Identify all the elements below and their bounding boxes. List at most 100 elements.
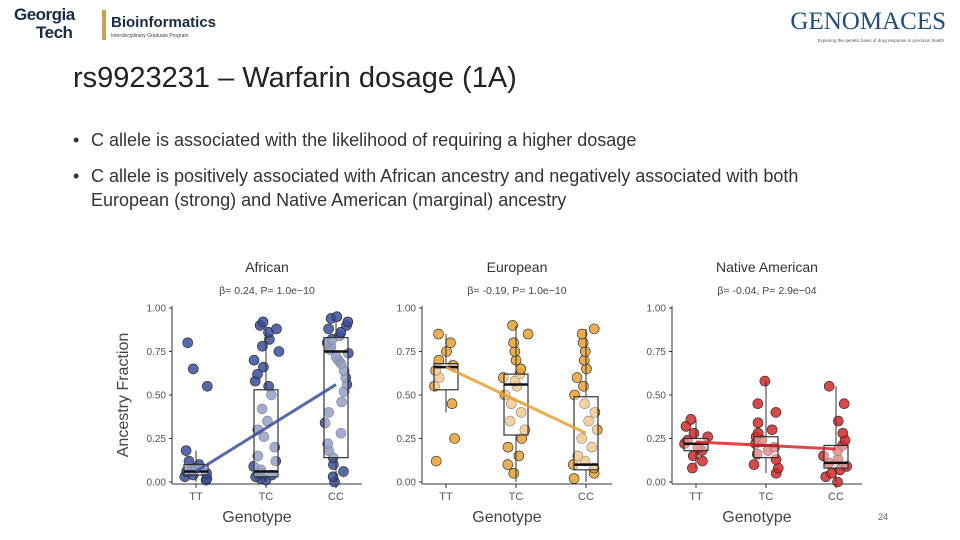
data-point [183,455,195,467]
trend-line [445,365,587,435]
trend-line [695,440,837,451]
x-tick-label: CC [828,491,844,503]
y-tick-label: 0.50 [147,391,167,402]
x-axis-label: Genotype [222,509,291,526]
x-tick-label: CC [328,491,344,503]
data-point [588,323,600,335]
data-point [571,372,583,383]
data-point [586,441,598,453]
bullet-item: • C allele is positively associated with… [73,164,873,212]
data-point [187,363,199,375]
y-tick-label: 0.25 [397,434,417,445]
logo-line-1: Georgia [14,5,75,24]
data-point [508,337,519,349]
data-point [752,427,764,439]
data-point [578,381,589,392]
data-point [441,346,452,357]
data-point [342,316,354,328]
data-point [433,354,445,366]
data-point [331,311,343,322]
data-point [338,466,349,477]
data-point [446,398,458,409]
data-point [576,433,588,444]
panel-african: African β= 0.24, P= 1.0e−10 0.00 0.25 0.50 0.… [115,259,362,526]
x-tick-label: TC [259,491,274,503]
data-point [248,354,260,366]
panel-title: Native American [716,259,818,275]
panel-title: African [245,259,289,275]
y-tick-label: 0.75 [647,347,667,358]
data-point [513,450,525,462]
x-tick-label: TC [759,491,774,503]
data-point [697,455,708,467]
data-point [522,328,534,340]
data-point [579,398,590,409]
data-point [322,438,334,450]
y-tick-label: 0.50 [647,391,667,402]
data-point [257,316,269,328]
data-point [269,441,280,453]
data-point [504,415,516,427]
y-tick-label: 1.00 [647,304,667,315]
data-point [685,414,697,425]
bullet-item: • C allele is associated with the likeli… [73,128,873,152]
bullet-text: C allele is positively associated with A… [91,166,799,210]
panel-title: European [487,259,548,275]
data-point [752,417,764,429]
data-point [759,375,771,387]
georgia-tech-wordmark: Georgia Tech [14,6,75,42]
data-point [252,450,264,462]
data-point [687,462,698,474]
program-subtitle: Interdisciplinary Graduate Program [111,33,189,39]
data-point [430,455,442,467]
box-iqr [323,336,349,459]
slide-title: rs9923231 – Warfarin dosage (1A) [73,62,517,94]
data-point [327,471,339,483]
slide-number: 24 [877,512,888,522]
data-point [832,476,843,488]
data-point [583,415,594,427]
bullet-text: C allele is associated with the likeliho… [91,130,637,150]
data-point [258,361,269,373]
genomaces-tagline: Exploring the genetic basis of drug resp… [817,38,944,43]
data-point [838,398,850,409]
data-point [568,473,580,484]
data-point [751,448,763,460]
data-point [433,328,444,340]
bullet-dot: • [73,130,80,150]
data-point [752,398,764,409]
y-tick-label: 1.00 [147,304,167,315]
y-tick-label: 0.00 [647,478,667,489]
data-point [445,337,456,349]
x-axis-label: Genotype [472,509,541,526]
x-tick-label: TT [689,491,703,503]
data-point [180,445,192,456]
genomaces-wordmark: GENOMACES [790,8,946,35]
data-point [772,462,784,474]
logo-line-2: Tech [36,23,73,42]
data-point [515,363,527,375]
data-point [273,346,285,357]
data-point [502,441,514,453]
x-axis-label: Genotype [722,509,791,526]
data-point [182,337,194,349]
x-tick-label: CC [578,491,594,503]
data-point [502,459,514,470]
data-point [748,459,760,470]
panel-subtitle: β= 0.24, P= 1.0e−10 [219,285,315,297]
data-point [576,328,588,340]
data-point [766,424,778,436]
data-point [579,346,591,357]
data-point [336,396,347,408]
data-point [257,340,268,352]
data-point [687,450,699,462]
data-point [837,427,849,439]
panel-subtitle: β= -0.19, P= 1.0e−10 [467,285,566,297]
data-point [572,450,584,462]
y-tick-label: 1.00 [397,304,417,315]
y-tick-label: 0.50 [397,391,417,402]
bullet-list: • C allele is associated with the likeli… [73,128,873,224]
data-point [319,417,331,429]
data-point [688,427,700,439]
y-tick-label: 0.75 [397,347,417,358]
